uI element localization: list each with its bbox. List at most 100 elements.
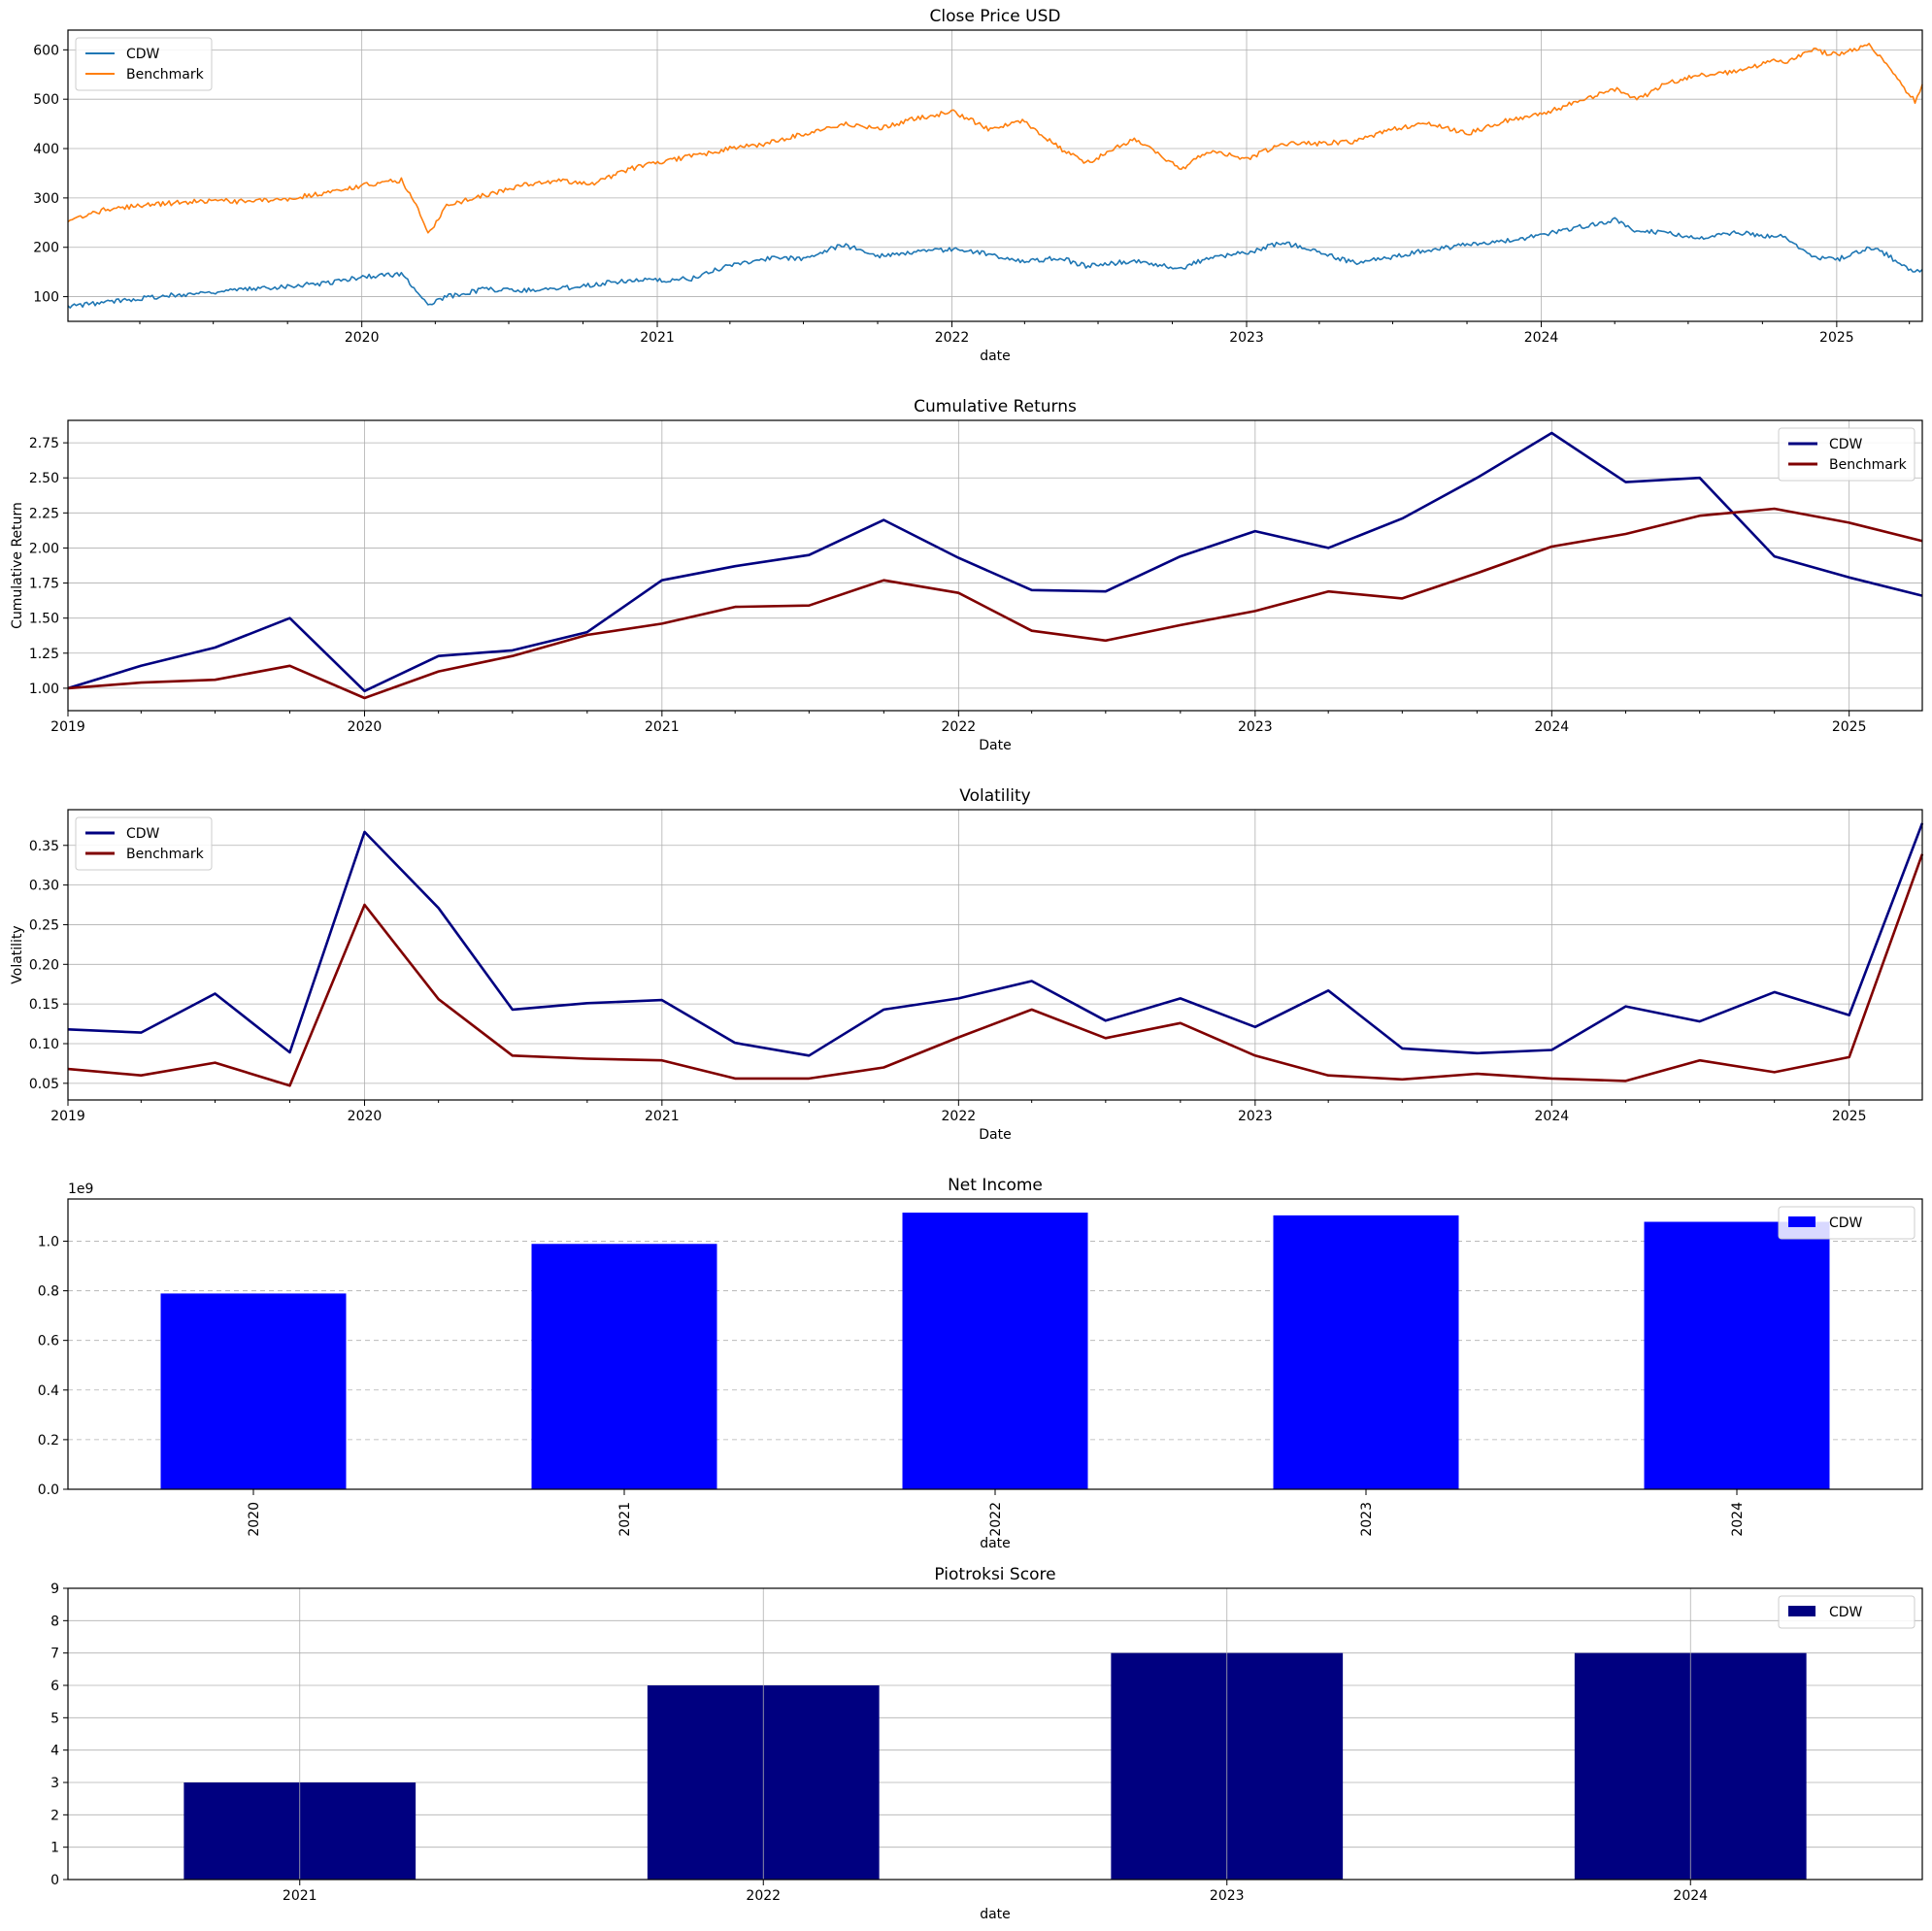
y-tick-label: 0.10 — [29, 1037, 59, 1052]
legend-label: CDW — [1829, 1605, 1863, 1620]
x-axis-label: Date — [979, 1127, 1011, 1143]
x-tick-label: 2022 — [935, 330, 970, 346]
x-tick-label: 2021 — [617, 1502, 633, 1537]
axes-frame — [67, 809, 1923, 1101]
axes-frame — [67, 1587, 1923, 1881]
x-axis-label: date — [980, 1536, 1011, 1551]
x-tick-label: 2020 — [247, 1502, 262, 1537]
x-tick-label: 2022 — [942, 1109, 977, 1124]
y-tick-label: 0.20 — [29, 957, 59, 973]
x-tick-label: 2024 — [1673, 1888, 1708, 1904]
y-tick-label: 2.25 — [29, 506, 59, 521]
legend: CDW — [1778, 1595, 1915, 1629]
chart-panel-3: 0.05 0.10 0.15 0.20 0.25 0.30 0.35 2019 2020 2021… — [10, 786, 1924, 1143]
chart-title: Net Income — [948, 1176, 1043, 1195]
y-tick-label: 0.15 — [29, 997, 59, 1013]
x-tick-label: 2020 — [348, 719, 383, 735]
legend-label: CDW — [1829, 437, 1863, 452]
legend-label: Benchmark — [126, 847, 205, 862]
x-tick-label: 2023 — [1238, 719, 1273, 735]
y-tick-label: 100 — [33, 290, 59, 306]
legend-label: CDW — [126, 47, 160, 62]
bar-2023 — [1273, 1215, 1459, 1489]
legend: CDW — [1778, 1206, 1915, 1240]
y-tick-label: 400 — [33, 142, 59, 157]
chart-title: Piotroksi Score — [934, 1565, 1055, 1584]
chart-title: Close Price USD — [930, 7, 1061, 26]
y-tick-label: 0 — [50, 1873, 59, 1888]
x-axis-label: date — [980, 349, 1011, 364]
y-axis-label: Volatility — [10, 925, 25, 983]
y-tick-label: 0.25 — [29, 917, 59, 933]
y-tick-label: 4 — [50, 1744, 59, 1759]
series-line-benchmark — [67, 42, 1923, 234]
legend: CDW Benchmark — [75, 816, 213, 871]
y-offset-label: 1e9 — [68, 1182, 93, 1197]
y-tick-label: 9 — [50, 1581, 59, 1597]
y-tick-label: 500 — [33, 92, 59, 108]
y-tick-label: 0.35 — [29, 839, 59, 854]
series-line-benchmark — [67, 853, 1924, 1087]
y-tick-label: 2.50 — [29, 471, 59, 486]
legend-box — [75, 37, 213, 91]
y-tick-label: 2 — [50, 1808, 59, 1823]
y-tick-label: 0.2 — [38, 1433, 59, 1448]
x-tick-label: 2023 — [1229, 330, 1264, 346]
legend-box — [1778, 427, 1915, 482]
y-tick-label: 0.6 — [38, 1334, 59, 1349]
legend-label: CDW — [126, 826, 160, 842]
x-tick-label: 2023 — [1359, 1502, 1375, 1537]
axes-frame — [67, 29, 1923, 322]
axes-frame — [67, 1198, 1923, 1490]
chart-panel-4: 0.0 0.2 0.4 0.6 0.8 1.0 2020 2021 2022 2023 2024 Ne… — [38, 1176, 1923, 1551]
x-tick-label: 2025 — [1832, 719, 1867, 735]
y-tick-label: 0.30 — [29, 879, 59, 894]
x-axis-label: date — [980, 1907, 1011, 1922]
x-tick-label: 2022 — [942, 719, 977, 735]
y-tick-label: 300 — [33, 191, 59, 207]
legend-box — [75, 816, 213, 871]
legend: CDW Benchmark — [1778, 427, 1915, 482]
x-axis-label: Date — [979, 738, 1011, 753]
y-tick-label: 1.0 — [38, 1234, 59, 1249]
bar-2022 — [902, 1213, 1088, 1489]
y-tick-label: 2.00 — [29, 541, 59, 556]
series-line-benchmark — [67, 507, 1923, 700]
x-tick-label: 2021 — [640, 330, 675, 346]
y-tick-label: 1 — [50, 1841, 59, 1856]
y-tick-label: 1.50 — [29, 612, 59, 627]
y-tick-label: 0.0 — [38, 1482, 59, 1498]
y-tick-label: 200 — [33, 241, 59, 256]
x-tick-label: 2019 — [50, 1109, 85, 1124]
x-tick-label: 2019 — [50, 719, 85, 735]
y-tick-label: 2.75 — [29, 436, 59, 451]
legend-box — [1778, 1595, 1915, 1629]
y-tick-label: 8 — [50, 1614, 59, 1629]
series-line-cdw — [67, 216, 1923, 309]
y-tick-label: 6 — [50, 1679, 59, 1694]
series-line-cdw — [67, 431, 1923, 693]
y-tick-label: 1.00 — [29, 682, 59, 697]
series-line-cdw — [67, 822, 1924, 1057]
legend-swatch — [1788, 1606, 1815, 1616]
bar-2024 — [1644, 1221, 1830, 1489]
x-tick-label: 2024 — [1535, 1109, 1570, 1124]
y-tick-label: 1.75 — [29, 577, 59, 592]
y-tick-label: 1.25 — [29, 647, 59, 662]
chart-title: Cumulative Returns — [914, 397, 1077, 416]
axes-frame — [67, 419, 1923, 712]
x-tick-label: 2023 — [1210, 1888, 1245, 1904]
legend-box — [1778, 1206, 1915, 1240]
bar-2020 — [160, 1293, 347, 1489]
x-tick-label: 2021 — [645, 1109, 680, 1124]
chart-title: Volatility — [959, 786, 1030, 806]
legend-swatch — [1788, 1216, 1815, 1227]
x-tick-label: 2023 — [1238, 1109, 1273, 1124]
bar-2021 — [531, 1244, 717, 1489]
x-tick-label: 2021 — [283, 1888, 317, 1904]
x-tick-label: 2024 — [1730, 1502, 1746, 1537]
x-tick-label: 2024 — [1535, 719, 1570, 735]
y-tick-label: 0.4 — [38, 1383, 59, 1399]
chart-panel-2: 1.00 1.25 1.50 1.75 2.00 2.25 2.50 2.75 2019 2020… — [10, 397, 1923, 753]
y-tick-label: 0.05 — [29, 1077, 59, 1092]
